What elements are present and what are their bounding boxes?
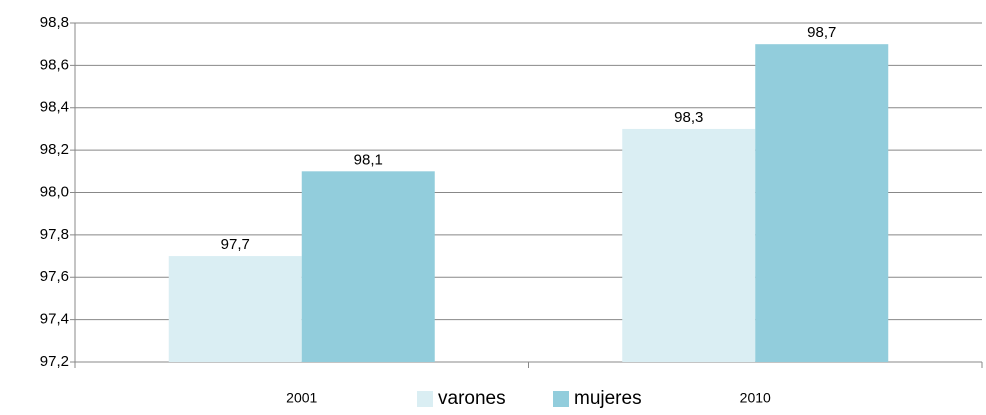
y-tick-label: 98,8 bbox=[40, 14, 69, 31]
y-tick-label: 98,0 bbox=[40, 183, 69, 200]
value-label: 98,1 bbox=[354, 151, 383, 168]
value-label: 98,3 bbox=[674, 109, 703, 126]
legend-label: varones bbox=[438, 388, 506, 409]
bar bbox=[755, 44, 889, 362]
y-tick-label: 97,8 bbox=[40, 226, 69, 243]
x-tick-label: 2010 bbox=[740, 390, 771, 406]
y-tick-label: 97,6 bbox=[40, 268, 69, 285]
x-tick-label: 2001 bbox=[286, 390, 317, 406]
y-tick-label: 98,4 bbox=[40, 99, 69, 116]
bar bbox=[301, 171, 435, 362]
bar bbox=[622, 128, 756, 362]
bar bbox=[168, 256, 302, 362]
y-tick-label: 98,2 bbox=[40, 141, 69, 158]
legend-swatch bbox=[417, 391, 433, 407]
y-tick-label: 97,2 bbox=[40, 353, 69, 370]
y-tick-label: 97,4 bbox=[40, 311, 69, 328]
y-tick-label: 98,6 bbox=[40, 56, 69, 73]
value-label: 98,7 bbox=[807, 24, 836, 41]
value-label: 97,7 bbox=[221, 236, 250, 253]
legend-label: mujeres bbox=[574, 388, 642, 409]
legend-swatch bbox=[553, 391, 569, 407]
